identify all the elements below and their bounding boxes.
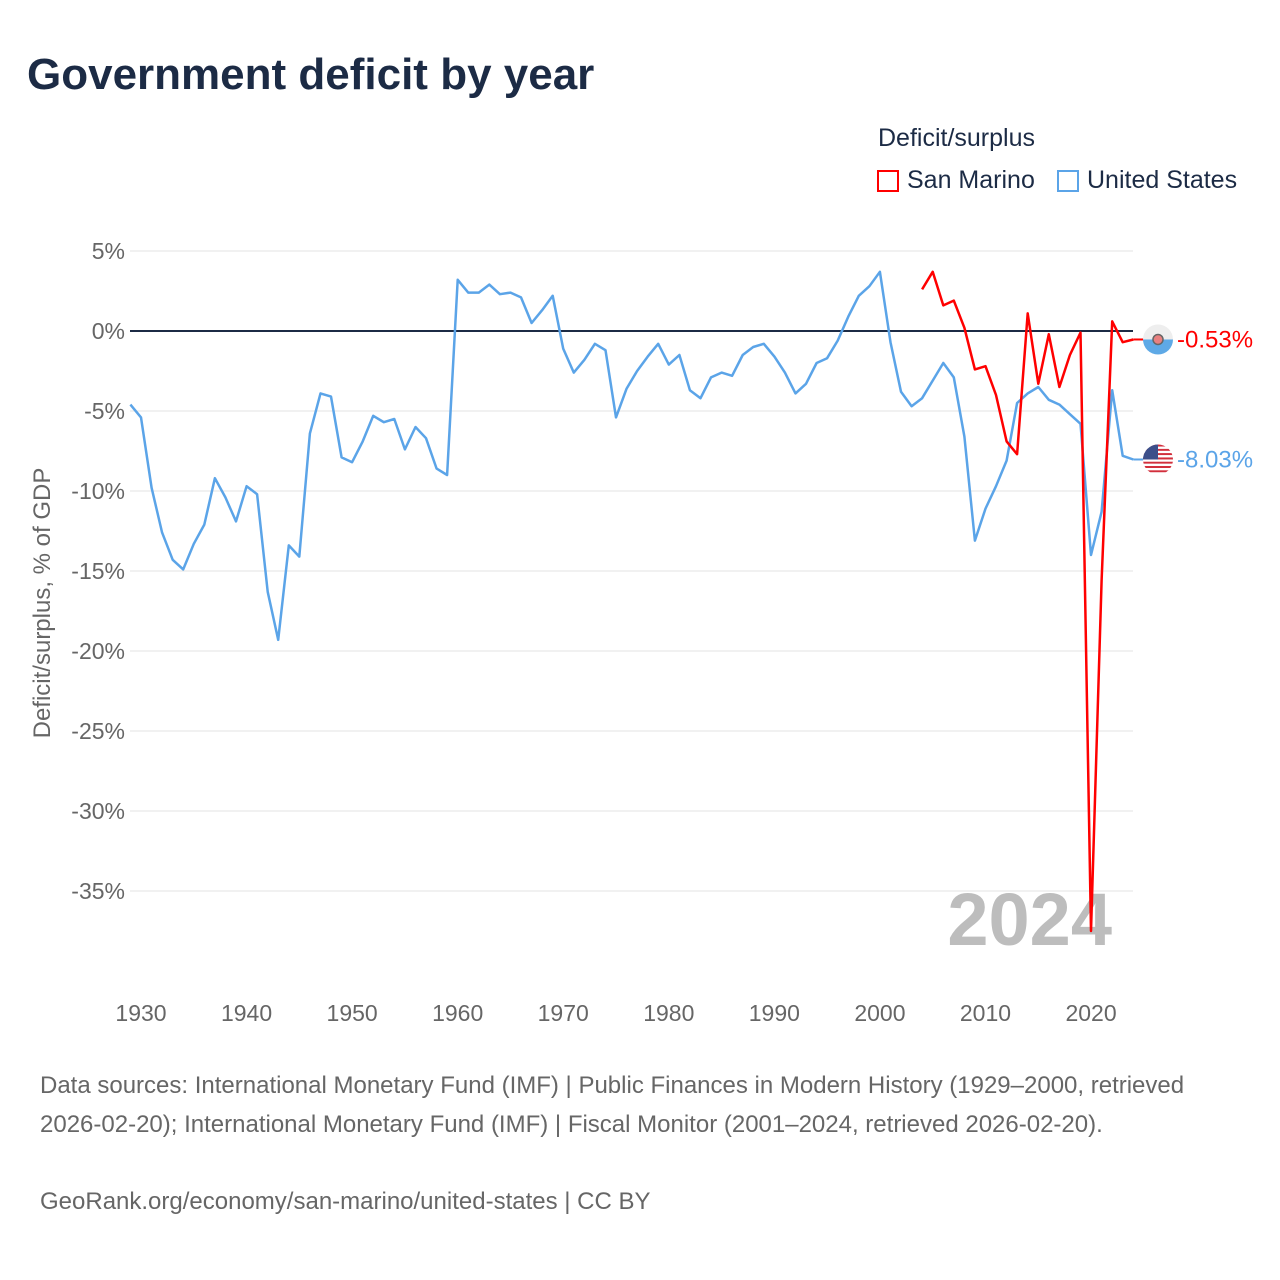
legend-label: United States <box>1087 166 1238 194</box>
y-tick-label: -5% <box>84 398 125 424</box>
x-tick-label: 2010 <box>960 1000 1011 1026</box>
credit-link[interactable]: GeoRank.org/economy/san-marino/united-st… <box>40 1188 651 1215</box>
san-marino-flag-icon <box>1143 324 1173 355</box>
flag-top <box>1143 324 1173 340</box>
flag-stripe <box>1143 472 1173 475</box>
flag-stripe <box>1143 470 1173 473</box>
x-tick-label: 1950 <box>327 1000 378 1026</box>
y-axis-label: Deficit/surplus, % of GDP <box>29 468 56 739</box>
y-tick-label: 5% <box>92 238 125 264</box>
y-tick-label: 0% <box>92 318 125 344</box>
chart-title: Government deficit by year <box>27 50 595 99</box>
x-tick-label: 1930 <box>115 1000 166 1026</box>
flag-stripe <box>1143 465 1173 469</box>
end-value-label: -0.53% <box>1177 326 1253 353</box>
year-watermark: 2024 <box>947 878 1112 961</box>
y-tick-label: -35% <box>71 878 125 904</box>
flag-body <box>1143 444 1173 475</box>
x-tick-label: 2000 <box>854 1000 905 1026</box>
series-line-united-states <box>129 270 1134 642</box>
flag-stripe <box>1143 468 1173 471</box>
series-line-san-marino <box>921 270 1134 933</box>
legend-swatch <box>877 169 899 192</box>
y-tick-label: -20% <box>71 638 125 664</box>
x-tick-label: 1980 <box>643 1000 694 1026</box>
legend-label: San Marino <box>907 166 1035 194</box>
flag-stripe <box>1143 461 1173 464</box>
legend-item-united-states[interactable]: United States <box>1057 166 1237 195</box>
y-tick-label: -25% <box>71 718 125 744</box>
flag-body <box>1143 324 1173 355</box>
x-tick-label: 2020 <box>1065 1000 1116 1026</box>
y-tick-label: -10% <box>71 478 125 504</box>
x-tick-label: 1990 <box>749 1000 800 1026</box>
flag-stripe <box>1143 463 1173 466</box>
x-tick-label: 1940 <box>221 1000 272 1026</box>
legend-title: Deficit/surplus <box>878 124 1035 152</box>
flag-canton <box>1143 444 1158 460</box>
flag-stripe <box>1143 459 1173 462</box>
x-tick-label: 1960 <box>432 1000 483 1026</box>
legend-item-san-marino[interactable]: San Marino <box>877 166 1035 195</box>
y-tick-label: -15% <box>71 558 125 584</box>
flag-emblem <box>1152 333 1164 346</box>
data-sources: Data sources: International Monetary Fun… <box>40 1072 1185 1138</box>
united-states-flag-icon <box>1143 444 1173 475</box>
end-value-label: -8.03% <box>1177 446 1253 473</box>
flag-bottom <box>1143 339 1173 355</box>
legend-swatch <box>1057 169 1079 192</box>
y-tick-label: -30% <box>71 798 125 824</box>
x-tick-label: 1970 <box>538 1000 589 1026</box>
